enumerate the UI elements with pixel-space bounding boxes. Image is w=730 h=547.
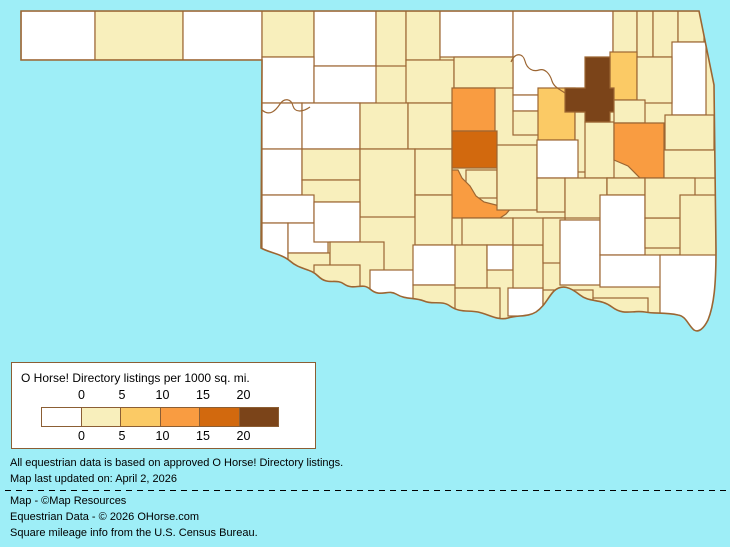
county-leflore[interactable] [679, 194, 716, 261]
last-updated-note: Map last updated on: April 2, 2026 [10, 473, 177, 485]
oklahoma-county-map [20, 10, 717, 333]
county-logan[interactable] [451, 87, 496, 132]
county-tulsa[interactable] [564, 56, 615, 123]
legend-title: O Horse! Directory listings per 1000 sq.… [21, 371, 250, 385]
county-cimarron[interactable] [21, 11, 96, 61]
legend-tick-15: 15 [196, 388, 210, 402]
legend-swatch-0-5 [80, 407, 121, 427]
county-adair[interactable] [664, 114, 715, 151]
legend-box: O Horse! Directory listings per 1000 sq.… [11, 362, 316, 449]
county-beckham[interactable] [261, 194, 315, 224]
legend-tick-20: 20 [236, 429, 251, 443]
county-garfield[interactable] [405, 59, 455, 104]
legend-color-scale [41, 407, 279, 427]
county-garvin[interactable] [461, 217, 514, 246]
county-harmon[interactable] [261, 222, 289, 269]
county-mcintosh-east[interactable] [606, 177, 646, 196]
county-beaver[interactable] [182, 11, 263, 61]
county-texas[interactable] [94, 11, 184, 61]
county-pottawatomie[interactable] [496, 144, 538, 211]
legend-swatch-10-15 [159, 407, 200, 427]
county-mayes[interactable] [636, 56, 673, 104]
county-marshall[interactable] [507, 287, 544, 317]
county-delaware[interactable] [671, 41, 707, 116]
county-sequoyah[interactable] [663, 149, 716, 179]
river-border-1 [510, 54, 566, 94]
data-disclaimer: All equestrian data is based on approved… [10, 457, 344, 469]
river-border-2 [261, 99, 311, 114]
county-roger-mills[interactable] [261, 148, 303, 196]
county-seminole[interactable] [536, 177, 566, 213]
county-noble[interactable] [453, 56, 514, 89]
legend-swatch-0 [41, 407, 82, 427]
county-harper[interactable] [261, 11, 315, 58]
county-okfuskee[interactable] [536, 139, 579, 179]
legend-tick-20: 20 [236, 388, 251, 402]
county-cotton[interactable] [369, 269, 415, 306]
state-border [20, 10, 717, 332]
county-dewey[interactable] [301, 102, 361, 150]
county-major[interactable] [313, 65, 377, 104]
data-credit: Equestrian Data - © 2026 OHorse.com [10, 511, 200, 523]
county-kiowa[interactable] [313, 201, 361, 243]
census-credit: Square mileage info from the U.S. Census… [10, 527, 258, 539]
county-johnston[interactable] [512, 244, 544, 289]
legend-tick-10: 10 [155, 388, 170, 402]
county-stephens[interactable] [412, 244, 458, 286]
county-caddo[interactable] [359, 148, 416, 218]
county-alfalfa[interactable] [375, 11, 407, 67]
county-wagoner[interactable] [613, 99, 646, 124]
county-murray[interactable] [486, 244, 514, 271]
legend-swatch-5-10 [120, 407, 161, 427]
county-okmulgee[interactable] [584, 121, 615, 179]
county-latimer[interactable] [644, 217, 686, 249]
county-kay[interactable] [439, 11, 514, 58]
county-woods[interactable] [313, 11, 377, 67]
legend-tick-15: 15 [196, 429, 210, 443]
county-pittsburg[interactable] [599, 194, 646, 256]
legend-tick-10: 10 [155, 429, 170, 443]
legend-swatch-20+ [238, 407, 279, 427]
legend-tick-5: 5 [118, 429, 126, 443]
county-atoka[interactable] [559, 219, 601, 286]
county-kingfisher[interactable] [407, 102, 453, 150]
county-grady[interactable] [414, 194, 453, 246]
county-mccurtain[interactable] [659, 254, 716, 333]
county-carter[interactable] [454, 244, 488, 289]
legend-tick-5: 5 [118, 388, 126, 402]
county-nowata[interactable] [636, 11, 654, 58]
legend-tick-0: 0 [78, 429, 85, 443]
dashed-divider [5, 490, 727, 491]
map-credit: Map - ©Map Resources [10, 495, 127, 507]
county-canadian[interactable] [414, 148, 453, 196]
county-custer[interactable] [301, 148, 361, 181]
county-blaine[interactable] [359, 102, 409, 150]
county-love[interactable] [454, 287, 501, 319]
legend-swatch-15-20 [199, 407, 240, 427]
legend-tick-0: 0 [78, 388, 85, 402]
county-grant[interactable] [405, 11, 441, 61]
county-oklahoma[interactable] [451, 130, 498, 169]
county-woodward[interactable] [261, 56, 315, 104]
